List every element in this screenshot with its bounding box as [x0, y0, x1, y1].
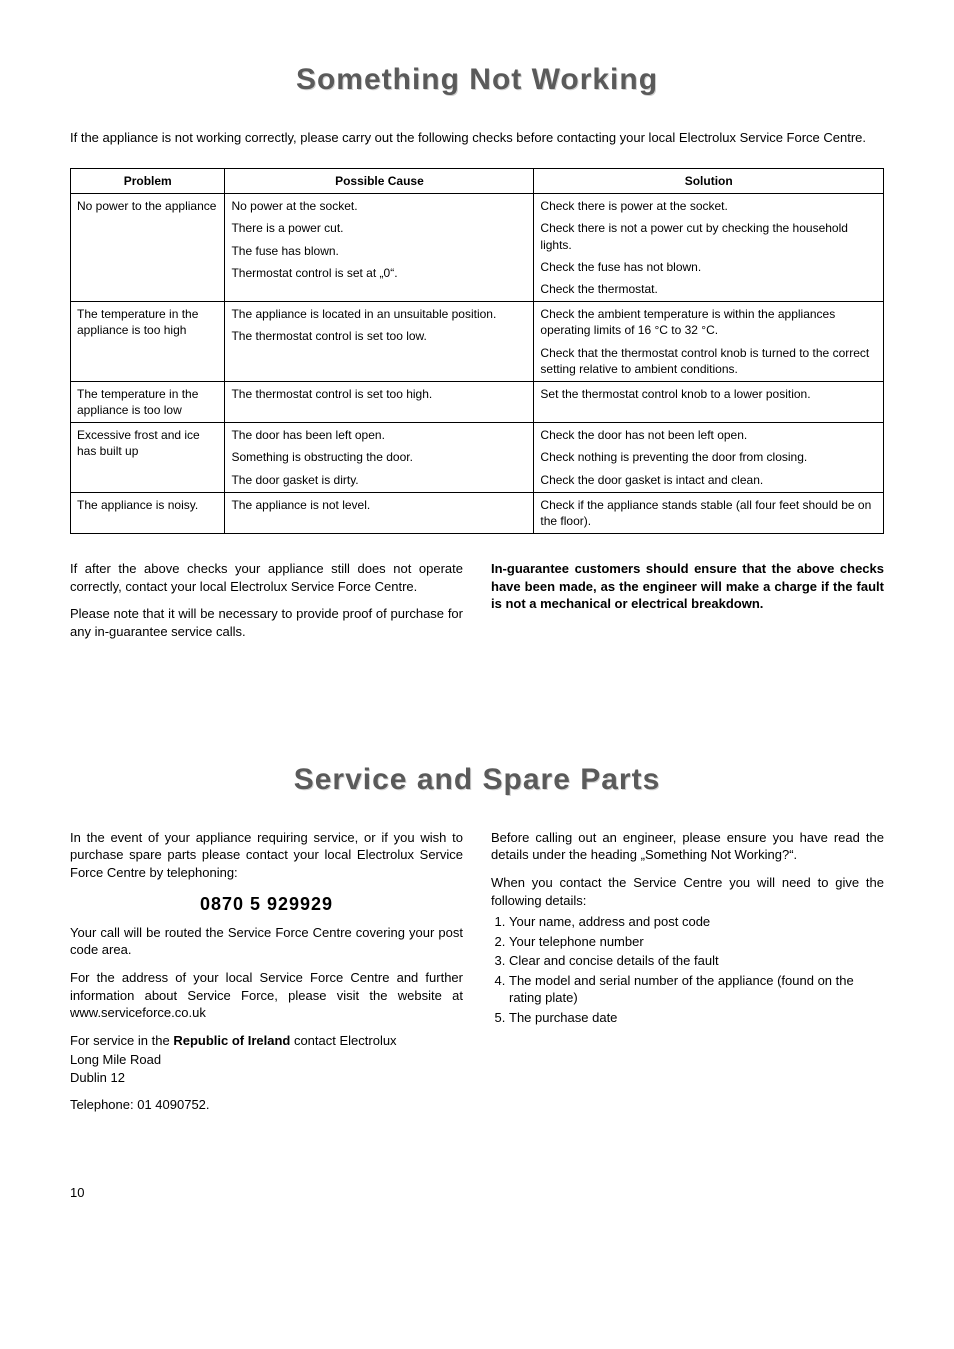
- cause-line: The door gasket is dirty.: [231, 472, 527, 488]
- cell-cause: The door has been left open. Something is…: [225, 423, 534, 493]
- th-cause: Possible Cause: [225, 169, 534, 194]
- cell-solution: Check if the appliance stands stable (al…: [534, 492, 884, 533]
- section-gap: [70, 650, 884, 760]
- solution-line: Check there is not a power cut by checki…: [540, 220, 877, 252]
- solution-line: Check the fuse has not blown.: [540, 259, 877, 275]
- table-row: The temperature in the appliance is too …: [71, 302, 884, 382]
- s2-left-p4-bold: Republic of Ireland: [173, 1033, 290, 1048]
- cell-solution: Set the thermostat control knob to a low…: [534, 381, 884, 422]
- list-item: The model and serial number of the appli…: [509, 972, 884, 1007]
- cause-line: The thermostat control is set too high.: [231, 386, 527, 402]
- cause-line: Something is obstructing the door.: [231, 449, 527, 465]
- cause-line: The door has been left open.: [231, 427, 527, 443]
- solution-line: Check that the thermostat control knob i…: [540, 345, 877, 377]
- table-row: No power to the applianceNo power at the…: [71, 194, 884, 302]
- section2-left: In the event of your appliance requiring…: [70, 829, 463, 1124]
- troubleshooting-table: Problem Possible Cause Solution No power…: [70, 168, 884, 534]
- list-item: The purchase date: [509, 1009, 884, 1027]
- section2-columns: In the event of your appliance requiring…: [70, 829, 884, 1124]
- section2-title: Service and Spare Parts: [70, 760, 884, 801]
- solution-line: Check there is power at the socket.: [540, 198, 877, 214]
- s2-left-addr2: Dublin 12: [70, 1069, 463, 1087]
- cause-line: The appliance is located in an unsuitabl…: [231, 306, 527, 322]
- cell-problem: The appliance is noisy.: [71, 492, 225, 533]
- table-row: The appliance is noisy. The appliance is …: [71, 492, 884, 533]
- solution-line: Check the door has not been left open.: [540, 427, 877, 443]
- section1-intro: If the appliance is not working correctl…: [70, 129, 884, 147]
- cause-line: The thermostat control is set too low.: [231, 328, 527, 344]
- s2-left-p4-suffix: contact Electrolux: [290, 1033, 396, 1048]
- cell-solution: Check the door has not been left open. Ch…: [534, 423, 884, 493]
- list-item: Clear and concise details of the fault: [509, 952, 884, 970]
- s2-left-p2: Your call will be routed the Service For…: [70, 924, 463, 959]
- table-row: Excessive frost and ice has built upThe …: [71, 423, 884, 493]
- list-item: Your telephone number: [509, 933, 884, 951]
- s2-left-p4: For service in the Republic of Ireland c…: [70, 1032, 463, 1050]
- solution-line: Check the door gasket is intact and clea…: [540, 472, 877, 488]
- details-list: Your name, address and post code Your tel…: [491, 913, 884, 1026]
- section1-after-right: In-guarantee customers should ensure tha…: [491, 560, 884, 650]
- cell-problem: The temperature in the appliance is too …: [71, 381, 225, 422]
- service-phone: 0870 5 929929: [70, 892, 463, 916]
- after-left-p1: If after the above checks your appliance…: [70, 560, 463, 595]
- th-solution: Solution: [534, 169, 884, 194]
- solution-line: Check the thermostat.: [540, 281, 877, 297]
- cell-cause: The appliance is not level.: [225, 492, 534, 533]
- cause-line: No power at the socket.: [231, 198, 527, 214]
- cause-line: The appliance is not level.: [231, 497, 527, 513]
- cell-problem: The temperature in the appliance is too …: [71, 302, 225, 382]
- s2-left-addr1: Long Mile Road: [70, 1051, 463, 1069]
- cause-line: The fuse has blown.: [231, 243, 527, 259]
- section1-title: Something Not Working: [70, 60, 884, 101]
- table-header-row: Problem Possible Cause Solution: [71, 169, 884, 194]
- s2-left-p1: In the event of your appliance requiring…: [70, 829, 463, 882]
- th-problem: Problem: [71, 169, 225, 194]
- cell-cause: The thermostat control is set too high.: [225, 381, 534, 422]
- page-container: Something Not Working If the appliance i…: [70, 60, 884, 1201]
- page-number: 10: [70, 1184, 884, 1202]
- cell-solution: Check there is power at the socket. Check…: [534, 194, 884, 302]
- s2-left-p4-prefix: For service in the: [70, 1033, 173, 1048]
- s2-left-p3: For the address of your local Service Fo…: [70, 969, 463, 1022]
- section2-right: Before calling out an engineer, please e…: [491, 829, 884, 1124]
- after-right-bold: In-guarantee customers should ensure tha…: [491, 560, 884, 613]
- cell-problem: No power to the appliance: [71, 194, 225, 302]
- cause-line: There is a power cut.: [231, 220, 527, 236]
- solution-line: Set the thermostat control knob to a low…: [540, 386, 877, 402]
- s2-right-p1: Before calling out an engineer, please e…: [491, 829, 884, 864]
- cause-line: Thermostat control is set at „0“.: [231, 265, 527, 281]
- s2-right-p2: When you contact the Service Centre you …: [491, 874, 884, 909]
- after-left-p2: Please note that it will be necessary to…: [70, 605, 463, 640]
- solution-line: Check the ambient temperature is within …: [540, 306, 877, 338]
- table-row: The temperature in the appliance is too …: [71, 381, 884, 422]
- cell-solution: Check the ambient temperature is within …: [534, 302, 884, 382]
- cell-cause: The appliance is located in an unsuitabl…: [225, 302, 534, 382]
- solution-line: Check nothing is preventing the door fro…: [540, 449, 877, 465]
- section1-after-columns: If after the above checks your appliance…: [70, 560, 884, 650]
- cell-problem: Excessive frost and ice has built up: [71, 423, 225, 493]
- s2-left-tel: Telephone: 01 4090752.: [70, 1096, 463, 1114]
- solution-line: Check if the appliance stands stable (al…: [540, 497, 877, 529]
- cell-cause: No power at the socket. There is a power …: [225, 194, 534, 302]
- section1-after-left: If after the above checks your appliance…: [70, 560, 463, 650]
- list-item: Your name, address and post code: [509, 913, 884, 931]
